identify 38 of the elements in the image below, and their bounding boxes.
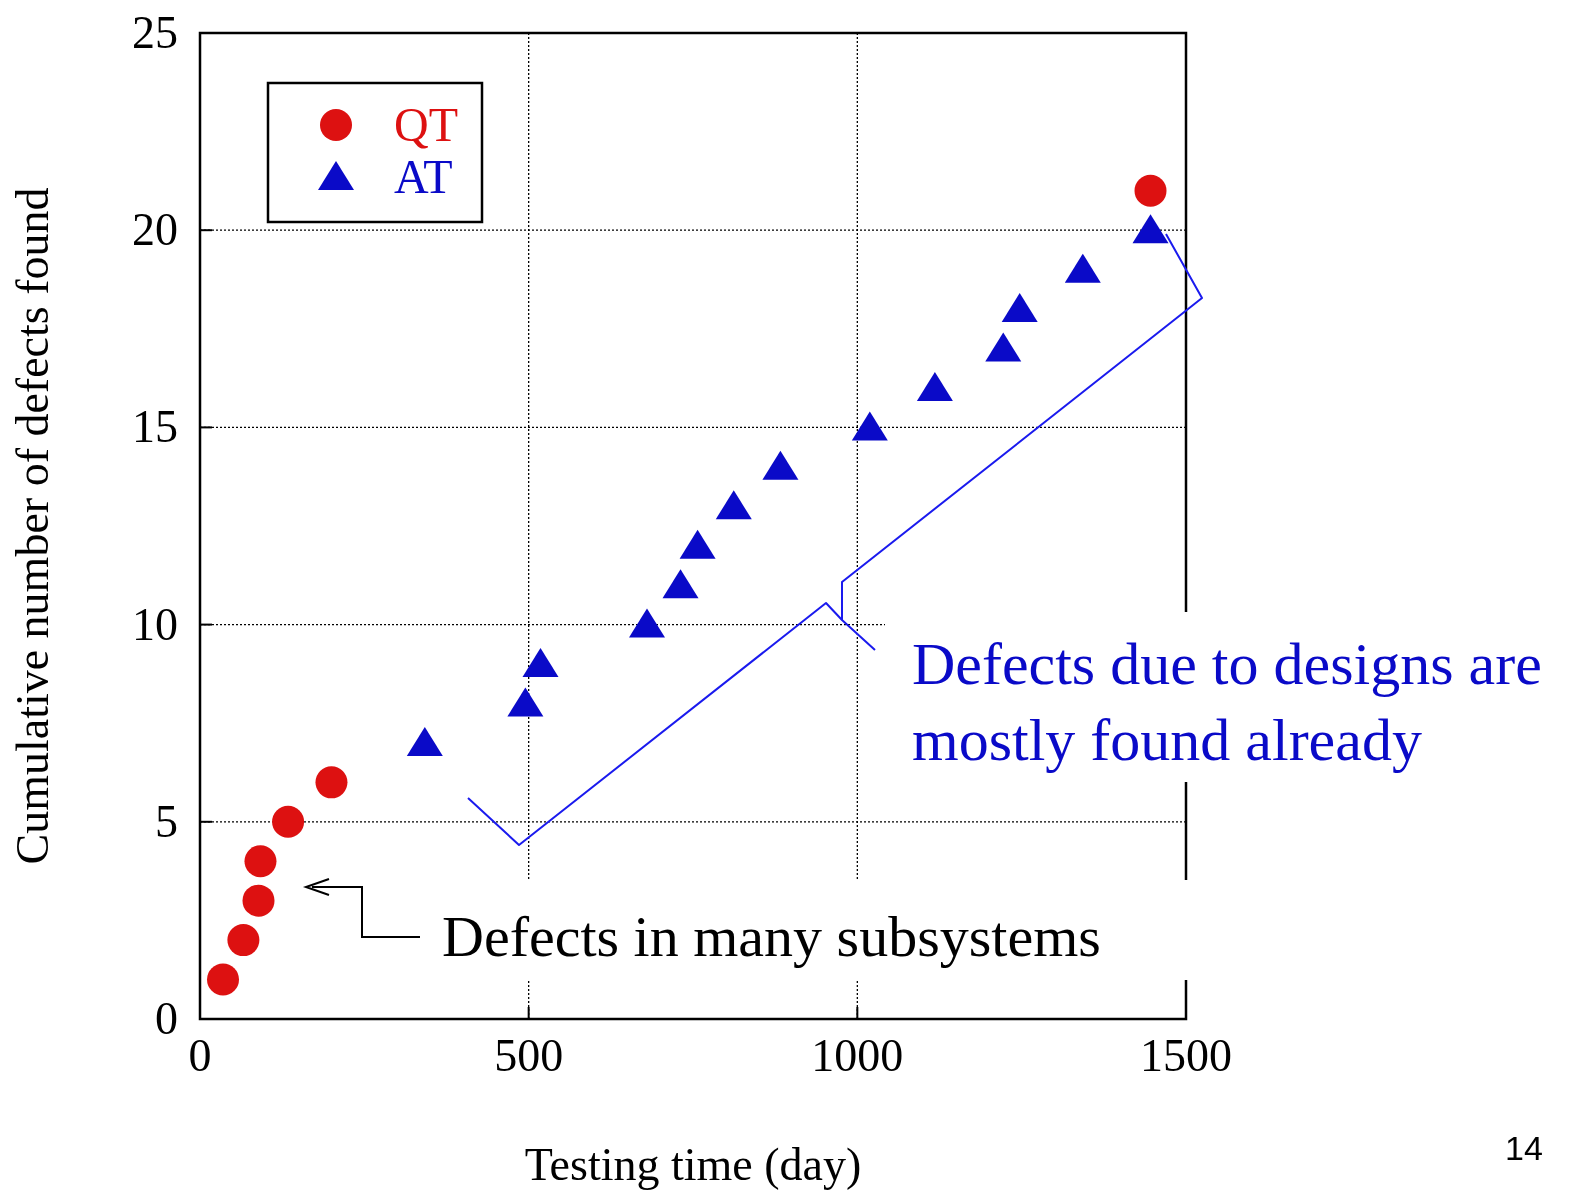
point — [227, 924, 260, 957]
point — [1134, 174, 1167, 207]
text: 14 — [1505, 1129, 1543, 1167]
x-tick-label: 500 — [494, 1030, 564, 1081]
y-tick-label: 25 — [132, 7, 178, 58]
point — [628, 608, 665, 638]
point — [851, 411, 888, 441]
point — [315, 766, 348, 799]
point — [762, 450, 799, 480]
point — [662, 569, 699, 599]
point — [242, 884, 275, 917]
legend-label: QT — [394, 98, 458, 151]
point — [406, 726, 443, 756]
x-tick-label: 1500 — [1140, 1030, 1232, 1081]
annotation: Defects due to designs are mostly found already — [912, 631, 1542, 773]
point — [679, 529, 716, 559]
point — [1132, 214, 1169, 244]
y-tick-label: 15 — [132, 401, 178, 453]
annotation: Defects in many subsystems — [442, 904, 1101, 969]
point — [522, 648, 559, 678]
x-tick-label: 1000 — [811, 1030, 904, 1081]
point — [507, 687, 544, 717]
point — [715, 490, 752, 520]
point — [272, 805, 305, 838]
point — [207, 963, 240, 996]
point — [244, 845, 277, 878]
y-tick-label: 0 — [155, 993, 178, 1044]
point — [1064, 253, 1101, 283]
y-tick-label: 5 — [155, 795, 178, 847]
y-tick-label: 10 — [132, 598, 178, 650]
x-axis-title: Testing time (day) — [524, 1139, 862, 1190]
y-axis-title: Cumulative number of defects found — [7, 187, 58, 865]
y-tick-label: 20 — [132, 204, 178, 256]
point — [985, 332, 1022, 362]
legend-label: AT — [394, 150, 453, 203]
point — [1001, 293, 1038, 323]
x-tick-label: 0 — [188, 1030, 212, 1081]
point — [916, 371, 953, 401]
